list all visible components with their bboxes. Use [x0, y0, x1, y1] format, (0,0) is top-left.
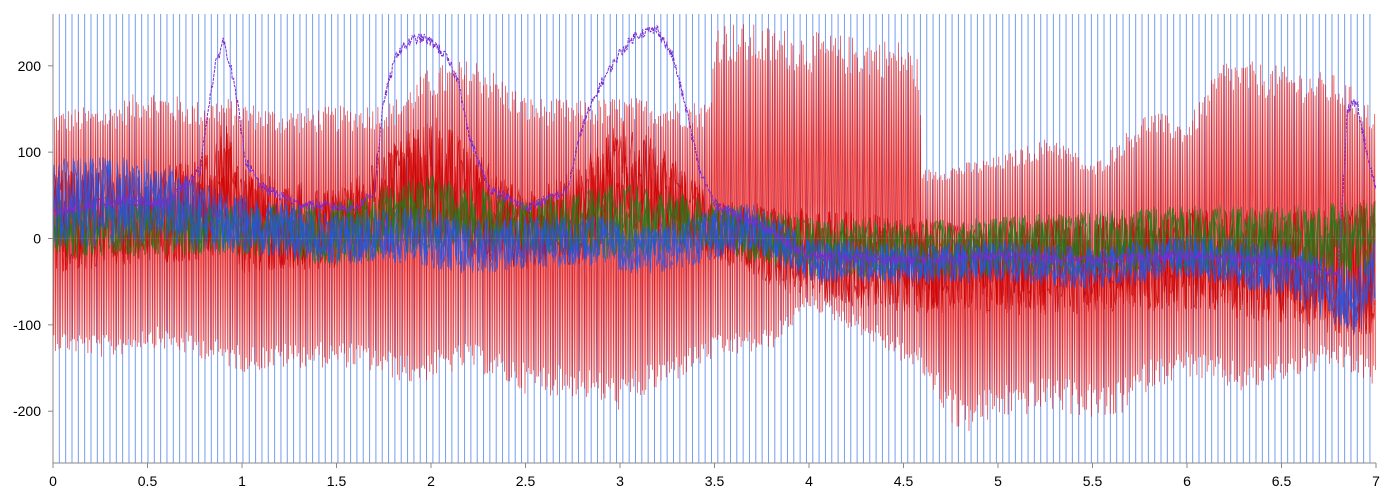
x-tick-label: 1 [238, 473, 246, 489]
x-tick-label: 4 [805, 473, 813, 489]
x-tick-label: 2 [427, 473, 435, 489]
x-tick-label: 0 [49, 473, 57, 489]
x-tick-label: 5 [994, 473, 1002, 489]
y-tick-label: 0 [33, 231, 41, 247]
series-line-3 [53, 157, 1376, 334]
series-line-3 [53, 157, 1376, 330]
series-layer [53, 24, 1376, 431]
x-tick-label: 6.5 [1272, 473, 1292, 489]
y-tick-label: -200 [13, 403, 41, 419]
x-tick-label: 3 [616, 473, 624, 489]
x-tick-label: 3.5 [705, 473, 725, 489]
y-tick-label: -100 [13, 317, 41, 333]
x-tick-label: 7 [1372, 473, 1380, 489]
x-tick-label: 0.5 [138, 473, 158, 489]
x-tick-label: 2.5 [516, 473, 536, 489]
x-tick-label: 1.5 [327, 473, 347, 489]
axes: 0 0.5 1 1.5 2 2.5 3 3.5 4 4.5 5 5.5 6 6.5 7 200 100 0 -100… [13, 14, 1380, 489]
x-tick-label: 6 [1183, 473, 1191, 489]
x-tick-label: 4.5 [894, 473, 914, 489]
x-tick-label: 5.5 [1083, 473, 1103, 489]
series-line-0 [53, 24, 1376, 431]
y-tick-label: 200 [18, 58, 42, 74]
y-tick-label: 100 [18, 144, 42, 160]
series-line-4 [53, 24, 1376, 278]
